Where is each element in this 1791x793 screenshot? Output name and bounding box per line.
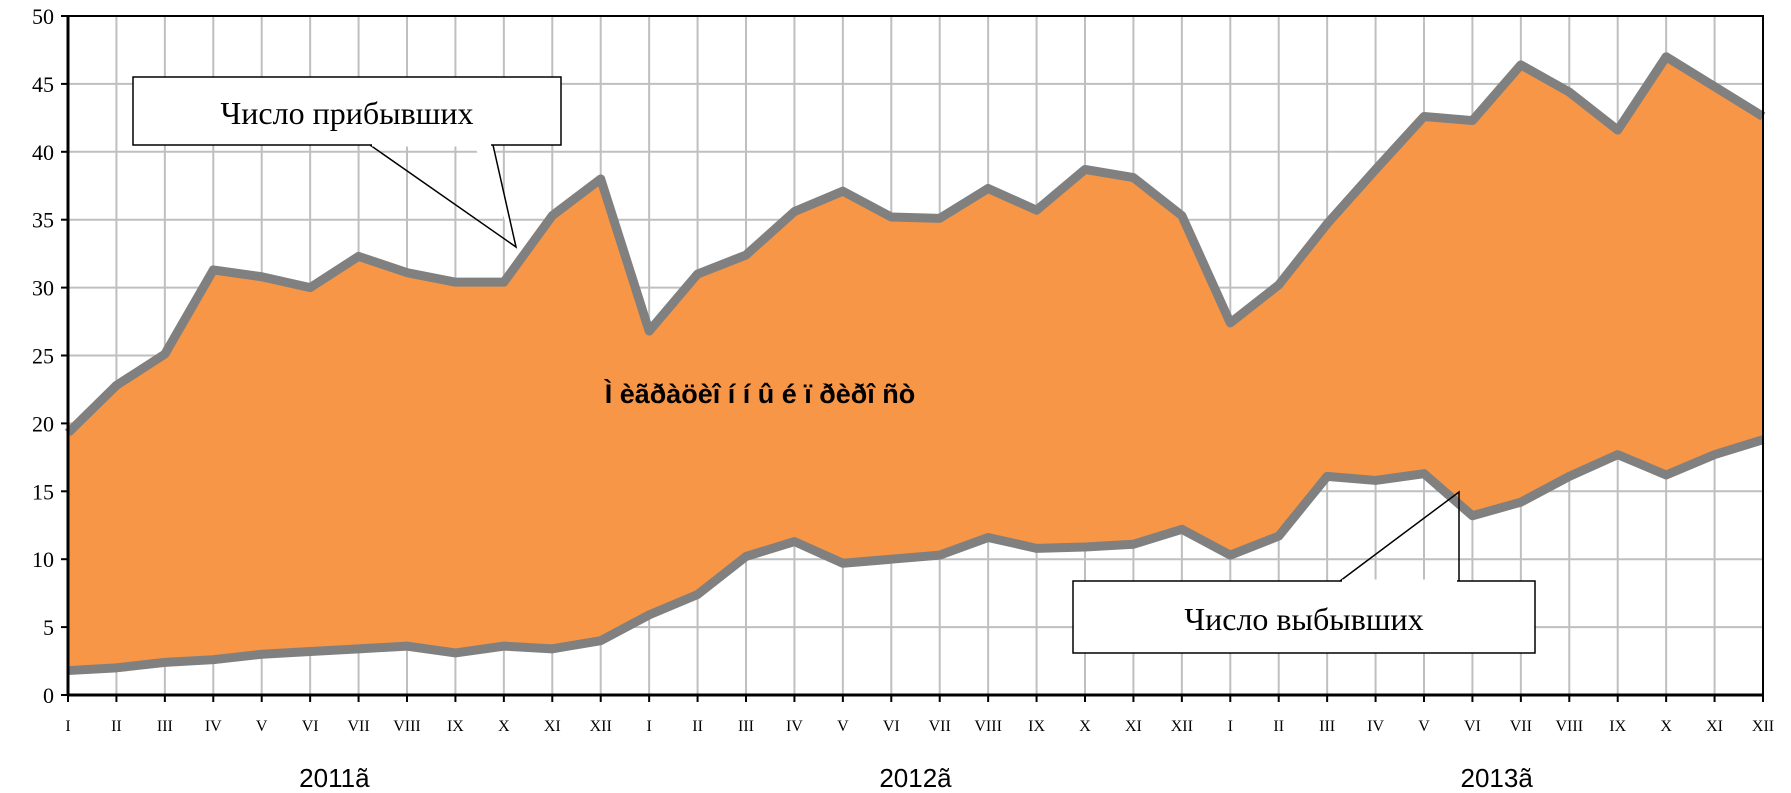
arrivals-callout-label: Число прибывших [221,95,474,131]
x-tick-label: XII [1171,718,1193,735]
departures-callout-label: Число выбывших [1184,601,1423,637]
x-tick-label: X [1079,718,1091,735]
y-tick-label: 0 [43,683,54,708]
y-tick-label: 30 [32,276,54,301]
x-tick-label: II [1273,718,1284,735]
x-tick-label: XII [1752,718,1774,735]
x-tick-label: VIII [1556,718,1584,735]
area-label: Ì èãðàöèî í í û é ï ðèðî ñò [604,378,916,409]
x-tick-label: X [498,718,510,735]
x-tick-label: VIII [974,718,1002,735]
arrivals-callout: Число прибывших [132,76,562,249]
y-tick-label: 45 [32,72,54,97]
year-label: 2012ã [879,763,952,793]
departures-callout-box [1072,580,1536,654]
y-tick-label: 20 [32,411,54,436]
x-tick-label: IX [447,718,464,735]
arrivals-series-line [64,52,1766,437]
x-tick-label: VIII [393,718,421,735]
y-axis-ticks: 0 5 10 15 20 25 30 35 40 45 50 [32,4,68,708]
x-tick-label: XI [1706,718,1723,735]
x-tick-label: XI [1125,718,1142,735]
y-tick-label: 50 [32,4,54,29]
year-label: 2011ã [299,763,370,793]
x-tick-label: II [692,718,703,735]
x-tick-label: III [1319,718,1335,735]
x-tick-label: XII [590,718,612,735]
y-tick-label: 35 [32,208,54,233]
x-tick-label: VI [302,718,319,735]
y-tick-label: 40 [32,140,54,165]
x-tick-label: V [1418,718,1430,735]
x-tick-label: IV [1367,718,1384,735]
x-tick-label: IX [1609,718,1626,735]
x-tick-label: V [837,718,849,735]
y-tick-label: 15 [32,479,54,504]
x-tick-label: V [256,718,268,735]
y-tick-label: 25 [32,344,54,369]
y-tick-label: 5 [43,615,54,640]
x-tick-label: I [646,718,651,735]
year-label: 2013ã [1460,763,1533,793]
x-tick-label: VII [929,718,951,735]
x-tick-label: X [1660,718,1672,735]
x-tick-label: VI [1464,718,1481,735]
x-tick-label: III [157,718,173,735]
departures-series-line [67,435,1765,676]
year-labels: 2011ã 2012ã 2013ã [299,763,1533,793]
x-tick-label: I [65,718,70,735]
x-axis-ticks: I II III IV V VI VII VIII IX X XI XII I II III IV V VI VII… [65,695,1774,735]
x-tick-label: VII [347,718,369,735]
x-tick-label: IX [1028,718,1045,735]
y-tick-label: 10 [32,547,54,572]
arrivals-callout-box [132,76,562,146]
x-tick-label: XI [544,718,561,735]
x-tick-label: VII [1510,718,1532,735]
x-tick-label: III [738,718,754,735]
x-tick-label: VI [883,718,900,735]
x-tick-label: I [1228,718,1233,735]
x-tick-label: IV [205,718,222,735]
x-tick-label: IV [786,718,803,735]
departures-callout: Число выбывших [1072,490,1536,654]
x-tick-label: II [111,718,122,735]
